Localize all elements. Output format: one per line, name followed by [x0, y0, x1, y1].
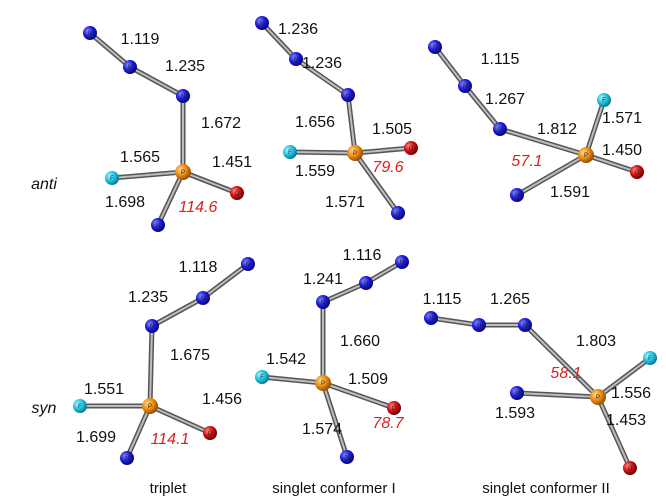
atom-symbol: N: [463, 84, 467, 90]
bond-length: 1.115: [481, 51, 520, 68]
bond-length: 1.672: [201, 115, 241, 132]
atom-symbol: O: [208, 431, 213, 437]
bond-length: 1.267: [485, 91, 525, 108]
bond-length: 1.505: [372, 121, 412, 138]
atom-symbol: P: [181, 170, 185, 176]
atom-symbol: N: [429, 316, 433, 322]
bond-length: 1.236: [278, 21, 318, 38]
bond-length: 1.571: [602, 110, 642, 127]
atom-symbol: N: [364, 281, 368, 287]
atom-symbol: N: [88, 31, 92, 37]
bond-length: 1.571: [325, 194, 365, 211]
angle: 57.1: [511, 153, 542, 170]
atom-symbol: N: [515, 193, 519, 199]
bond-length: 1.591: [550, 184, 590, 201]
atom-symbol: P: [353, 151, 357, 157]
atom-symbol: F: [110, 176, 114, 182]
atom-symbol: N: [246, 262, 250, 268]
atom-symbol: N: [477, 323, 481, 329]
atom-symbol: N: [294, 57, 298, 63]
bond-length: 1.241: [303, 271, 343, 288]
bond-length: 1.556: [611, 385, 651, 402]
bond-length: 1.660: [340, 333, 380, 350]
atom-symbol: P: [321, 381, 325, 387]
atom-symbol: N: [128, 65, 132, 71]
atom-symbol: O: [635, 170, 640, 176]
atom-symbol: N: [156, 223, 160, 229]
bond-highlight: [290, 152, 355, 153]
bond-highlight: [150, 406, 210, 433]
angle: 79.6: [372, 159, 403, 176]
atom-symbol: F: [602, 98, 606, 104]
row-label: syn: [32, 400, 57, 417]
atom-symbol: N: [150, 324, 154, 330]
bond-length: 1.698: [105, 194, 145, 211]
bond-length: 1.559: [295, 163, 335, 180]
figure: N N N P F O N N N N P F O N N N N P F O N N N N P F O N N N N P F O N N N N P F…: [0, 0, 666, 500]
bond-highlight: [435, 47, 465, 86]
angle: 58.1: [550, 365, 581, 382]
atom-symbol: F: [288, 150, 292, 156]
atom-symbol: F: [648, 356, 652, 362]
bond-length: 1.656: [295, 114, 335, 131]
bond-length: 1.812: [537, 121, 577, 138]
atom-symbol: N: [400, 260, 404, 266]
atom-symbol: O: [235, 191, 240, 197]
bond-length: 1.551: [84, 381, 124, 398]
bonds: [80, 23, 650, 468]
atom-symbol: N: [346, 93, 350, 99]
bond-length: 1.509: [348, 371, 388, 388]
atom-symbol: O: [628, 466, 633, 472]
atom-symbol: N: [396, 211, 400, 217]
atom-symbol: N: [125, 456, 129, 462]
bond-highlight: [127, 406, 150, 458]
atom-symbol: N: [523, 323, 527, 329]
atom-symbol: N: [260, 21, 264, 27]
bond-length: 1.235: [165, 58, 205, 75]
bond-length: 1.450: [602, 142, 642, 159]
angle: 114.1: [151, 431, 190, 448]
bond-highlight: [598, 397, 630, 468]
atom-symbol: P: [148, 404, 152, 410]
angle: 78.7: [372, 415, 404, 432]
bond-highlight: [183, 172, 237, 193]
atom-symbol: N: [433, 45, 437, 51]
atom-symbol: N: [345, 455, 349, 461]
bond-length: 1.453: [606, 412, 646, 429]
row-label: anti: [31, 176, 57, 193]
bond-length: 1.565: [120, 149, 160, 166]
bond-length: 1.236: [302, 55, 342, 72]
angle: 114.6: [179, 199, 218, 216]
column-label: singlet conformer II: [482, 480, 610, 497]
column-label: singlet conformer I: [272, 480, 395, 497]
bond-length: 1.456: [202, 391, 242, 408]
bond-length: 1.699: [76, 429, 116, 446]
atom-symbol: N: [321, 300, 325, 306]
atom-symbol: F: [78, 404, 82, 410]
bond-highlight: [323, 383, 347, 457]
bond-length: 1.118: [179, 259, 218, 276]
bond-length: 1.235: [128, 289, 168, 306]
column-label: triplet: [150, 480, 188, 497]
bond-length: 1.451: [212, 154, 252, 171]
bond-length: 1.574: [302, 421, 342, 438]
bond-length: 1.593: [495, 405, 535, 422]
bond-length: 1.265: [490, 291, 530, 308]
atom-symbol: P: [584, 153, 588, 159]
bond-length: 1.116: [343, 247, 382, 264]
bond-length: 1.542: [266, 351, 306, 368]
atom-symbol: P: [596, 395, 600, 401]
atom-symbol: N: [201, 296, 205, 302]
atom-symbol: O: [409, 146, 414, 152]
atom-symbol: N: [515, 391, 519, 397]
atom-symbol: F: [260, 375, 264, 381]
bond-length: 1.119: [121, 31, 160, 48]
bond-length: 1.115: [423, 291, 462, 308]
atom-symbol: N: [181, 94, 185, 100]
bond-length: 1.675: [170, 347, 210, 364]
atom-symbol: O: [392, 406, 397, 412]
bond-length: 1.803: [576, 333, 616, 350]
atom-symbol: N: [498, 127, 502, 133]
